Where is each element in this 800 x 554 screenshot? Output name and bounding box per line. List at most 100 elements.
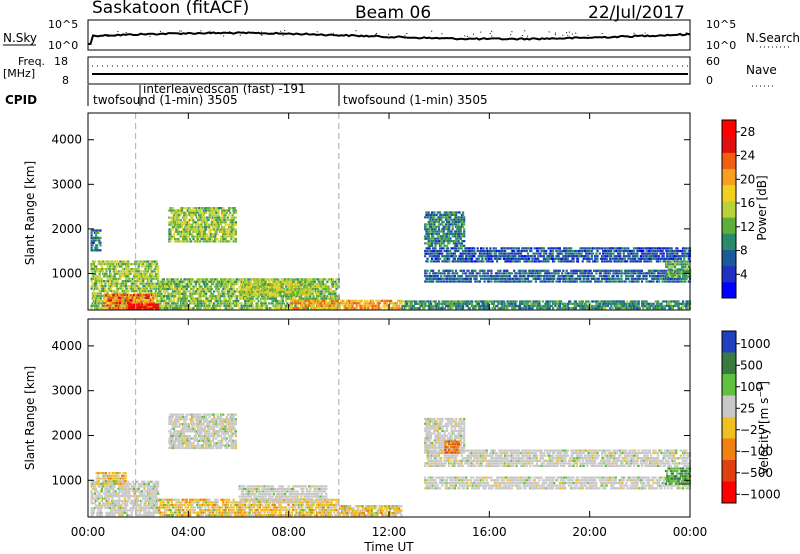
- data-cell: [594, 280, 597, 283]
- data-cell: [483, 269, 486, 272]
- data-cell: [307, 288, 310, 291]
- data-cell: [215, 307, 218, 310]
- data-cell: [139, 296, 142, 299]
- data-cell: [105, 299, 108, 302]
- data-cell: [288, 297, 291, 300]
- data-cell: [264, 283, 267, 286]
- data-cell: [318, 304, 321, 307]
- data-cell: [646, 307, 649, 310]
- data-cell: [171, 283, 175, 286]
- data-cell: [300, 307, 303, 310]
- data-cell: [322, 290, 325, 293]
- data-cell: [185, 287, 188, 291]
- data-cell: [330, 295, 333, 298]
- data-cell: [556, 307, 559, 310]
- data-cell: [103, 287, 106, 290]
- data-cell: [540, 304, 543, 308]
- data-cell: [236, 297, 239, 300]
- data-cell: [499, 280, 502, 283]
- data-cell: [261, 283, 264, 286]
- data-cell: [605, 277, 608, 280]
- data-cell: [111, 304, 114, 307]
- data-cell: [401, 307, 404, 310]
- data-cell: [224, 237, 227, 241]
- data-cell: [427, 277, 430, 280]
- data-cell: [137, 305, 140, 308]
- data-cell: [621, 307, 624, 310]
- data-cell: [468, 275, 471, 278]
- data-cell: [130, 282, 133, 285]
- data-cell: [246, 286, 249, 289]
- data-cell: [486, 272, 490, 275]
- data-cell: [586, 304, 589, 308]
- data-cell: [103, 267, 106, 271]
- data-cell: [232, 209, 235, 212]
- data-cell: [174, 295, 177, 298]
- data-cell: [128, 303, 131, 306]
- data-cell: [561, 272, 564, 275]
- data-cell: [210, 209, 213, 212]
- data-cell: [107, 296, 110, 299]
- data-cell: [141, 294, 144, 297]
- data-cell: [182, 290, 185, 293]
- data-cell: [341, 302, 344, 305]
- data-cell: [250, 287, 253, 291]
- data-cell: [229, 221, 232, 224]
- data-cell: [543, 269, 547, 272]
- data-cell: [182, 287, 185, 291]
- data-cell: [383, 307, 386, 310]
- data-cell: [518, 272, 521, 275]
- data-cell: [426, 300, 429, 303]
- data-cell: [127, 292, 130, 295]
- data-cell: [503, 302, 506, 305]
- data-cell: [199, 240, 202, 243]
- data-cell: [122, 302, 125, 305]
- data-cell: [263, 288, 266, 291]
- data-cell: [124, 282, 128, 285]
- data-cell: [261, 295, 264, 298]
- data-cell: [585, 280, 588, 283]
- data-cell: [199, 295, 202, 298]
- data-cell: [659, 307, 662, 310]
- data-cell: [139, 270, 143, 273]
- data-cell: [177, 307, 180, 310]
- data-cell: [565, 269, 568, 272]
- data-cell: [500, 307, 503, 310]
- data-cell: [312, 278, 315, 281]
- data-cell: [208, 304, 211, 307]
- data-cell: [168, 280, 171, 283]
- data-cell: [119, 263, 122, 266]
- data-cell: [234, 302, 237, 305]
- data-cell: [219, 221, 223, 224]
- data-cell: [215, 211, 218, 214]
- data-cell: [308, 304, 311, 307]
- data-cell: [100, 280, 103, 283]
- data-cell: [150, 277, 153, 280]
- data-cell: [185, 307, 188, 310]
- data-cell: [172, 235, 176, 238]
- data-cell: [185, 230, 188, 233]
- data-cell: [201, 280, 204, 283]
- data-cell: [161, 285, 164, 288]
- data-cell: [175, 230, 178, 233]
- data-cell: [195, 237, 198, 241]
- data-cell: [569, 302, 572, 305]
- data-cell: [226, 209, 229, 212]
- data-cell: [250, 307, 253, 310]
- data-cell: [618, 304, 621, 308]
- data-cell: [322, 304, 326, 307]
- data-cell: [533, 302, 536, 305]
- data-cell: [335, 302, 338, 305]
- data-cell: [116, 263, 120, 266]
- data-cell: [213, 214, 216, 217]
- data-cell: [290, 304, 294, 307]
- data-cell: [147, 275, 151, 278]
- data-cell: [144, 308, 147, 311]
- data-cell: [208, 240, 211, 243]
- data-cell: [363, 304, 367, 307]
- data-cell: [208, 228, 211, 231]
- data-cell: [224, 209, 227, 212]
- data-cell: [546, 304, 549, 308]
- data-cell: [187, 221, 190, 224]
- data-cell: [546, 300, 549, 303]
